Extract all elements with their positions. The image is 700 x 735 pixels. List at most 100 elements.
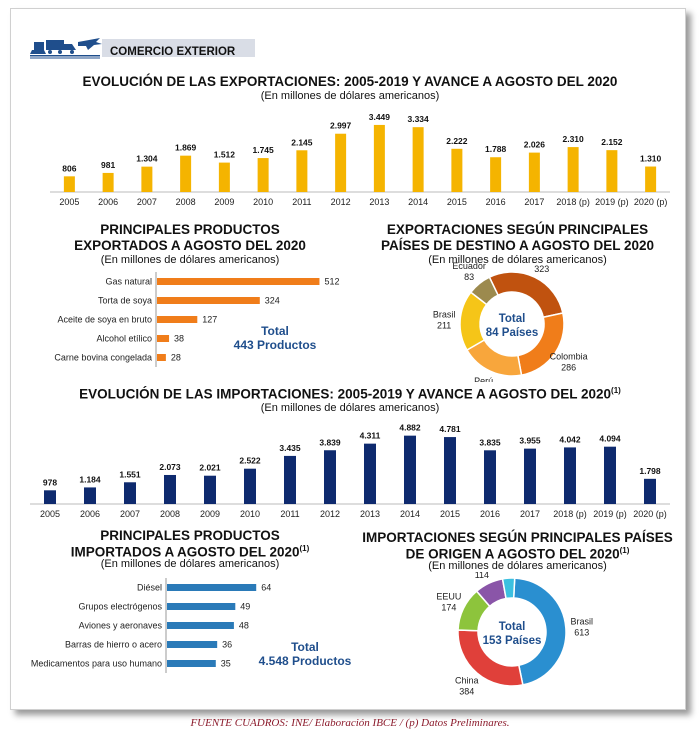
imports-countries-category-label: Brasil bbox=[571, 617, 594, 627]
imports-evolution-category-label: 2008 bbox=[160, 509, 180, 519]
imports-evolution-value-label: 1.798 bbox=[639, 466, 661, 476]
exports-countries-subtitle: (En millones de dólares americanos) bbox=[428, 254, 607, 266]
imports-evolution-value-label: 2.021 bbox=[199, 463, 221, 473]
imports-countries-title-line2: DE ORIGEN A AGOSTO DEL 2020(1) bbox=[355, 546, 680, 562]
imports-evolution-value-label: 4.311 bbox=[360, 431, 381, 441]
imports-evolution-bar bbox=[364, 443, 376, 504]
exports-products-category-label: Alcohol etílico bbox=[96, 334, 152, 344]
exports-countries-center-line2: 84 Países bbox=[486, 327, 538, 339]
imports-evolution-category-label: 2018 (p) bbox=[553, 509, 587, 519]
imports-countries-center-line1: Total bbox=[499, 621, 526, 633]
exports-countries-donut: Argentina323Colombia286Perú220Brasil211E… bbox=[433, 262, 588, 382]
imports-products-bar bbox=[167, 584, 257, 591]
exports-evolution-category-label: 2019 (p) bbox=[595, 197, 629, 207]
exports-evolution-bar bbox=[528, 152, 540, 192]
imports-evolution-value-label: 4.882 bbox=[399, 423, 421, 433]
imports-evolution-value-label: 2.073 bbox=[159, 462, 181, 472]
exports-evolution-category-label: 2005 bbox=[59, 197, 79, 207]
imports-evolution-value-label: 3.955 bbox=[519, 436, 541, 446]
imports-evolution-category-label: 2010 bbox=[240, 509, 260, 519]
exports-evolution-value-label: 3.334 bbox=[407, 114, 429, 124]
imports-countries-value-label: 114 bbox=[475, 572, 489, 580]
exports-products-subtitle: (En millones de dólares americanos) bbox=[100, 254, 280, 266]
exports-countries-value-label: 286 bbox=[561, 363, 576, 373]
imports-evolution-value-label: 3.835 bbox=[479, 437, 501, 447]
imports-products-total-line2: 4.548 Productos bbox=[258, 654, 352, 668]
exports-products-title-line2: EXPORTADOS A AGOSTO DEL 2020 bbox=[74, 238, 306, 253]
imports-evolution-category-label: 2015 bbox=[440, 509, 460, 519]
imports-evolution-category-label: 2017 bbox=[520, 509, 540, 519]
imports-products-bar bbox=[167, 660, 216, 667]
exports-evolution-category-label: 2006 bbox=[98, 197, 118, 207]
exports-products-bar bbox=[157, 278, 320, 285]
exports-products-bar bbox=[157, 297, 260, 304]
imports-countries-center-line2: 153 Países bbox=[483, 635, 542, 647]
imports-products-title-line2: IMPORTADOS A AGOSTO DEL 2020(1) bbox=[40, 544, 340, 560]
exports-evolution-category-label: 2018 (p) bbox=[556, 197, 590, 207]
exports-countries-slice bbox=[469, 276, 500, 306]
exports-countries-title-line2: PAÍSES DE DESTINO A AGOSTO DEL 2020 bbox=[380, 238, 655, 253]
exports-products-value-label: 38 bbox=[174, 334, 184, 344]
exports-products-value-label: 512 bbox=[324, 277, 339, 287]
imports-evolution-bar bbox=[404, 435, 416, 504]
exports-evolution-value-label: 2.222 bbox=[446, 136, 468, 146]
imports-countries-value-label: 48 bbox=[503, 572, 513, 573]
imports-evolution-subtitle: (En millones de dólares americanos) bbox=[260, 402, 440, 414]
exports-evolution-category-label: 2009 bbox=[214, 197, 234, 207]
exports-products-bar bbox=[157, 335, 170, 342]
exports-countries-value-label: 323 bbox=[534, 264, 549, 274]
imports-countries-value-label: 384 bbox=[459, 686, 474, 696]
exports-evolution-category-label: 2012 bbox=[331, 197, 351, 207]
imports-evolution-bar bbox=[44, 490, 56, 504]
imports-evolution-bar bbox=[204, 475, 216, 504]
imports-evolution-category-label: 2014 bbox=[400, 509, 420, 519]
exports-products-bar bbox=[157, 354, 166, 361]
exports-evolution-category-label: 2010 bbox=[253, 197, 273, 207]
exports-countries-category-label: Colombia bbox=[550, 352, 588, 362]
imports-countries-title-line2-text: DE ORIGEN A AGOSTO DEL 2020 bbox=[405, 546, 620, 562]
imports-products-value-label: 35 bbox=[221, 659, 231, 669]
imports-products-bar bbox=[167, 603, 236, 610]
imports-products-category-label: Medicamentos para uso humano bbox=[31, 659, 162, 669]
imports-evolution-value-label: 3.839 bbox=[319, 437, 341, 447]
exports-evolution-title: EVOLUCIÓN DE LAS EXPORTACIONES: 2005-201… bbox=[82, 74, 618, 89]
banner-bar bbox=[102, 39, 255, 57]
exports-products-chart: Gas natural 512 Torta de soya 324 Aceite de … bbox=[54, 272, 339, 367]
imports-products-category-label: Barras de hierro o acero bbox=[65, 640, 162, 650]
imports-evolution-value-label: 4.781 bbox=[439, 424, 461, 434]
imports-products-bar bbox=[167, 622, 234, 629]
exports-evolution-bar bbox=[335, 133, 347, 192]
imports-products-bar bbox=[167, 641, 218, 648]
exports-evolution-value-label: 2.997 bbox=[330, 121, 352, 131]
imports-evolution-category-label: 2012 bbox=[320, 509, 340, 519]
imports-evolution-bar bbox=[564, 447, 576, 504]
exports-evolution-bar bbox=[606, 150, 618, 192]
exports-products-value-label: 324 bbox=[265, 296, 280, 306]
exports-products-title-line1: PRINCIPALES PRODUCTOS bbox=[100, 222, 280, 237]
exports-evolution-value-label: 1.869 bbox=[175, 143, 197, 153]
imports-products-subtitle: (En millones de dólares americanos) bbox=[100, 558, 280, 570]
exports-products-bar bbox=[157, 316, 198, 323]
imports-products-category-label: Diésel bbox=[137, 583, 162, 593]
imports-evolution-value-label: 1.551 bbox=[119, 469, 141, 479]
exports-evolution-category-label: 2020 (p) bbox=[634, 197, 668, 207]
imports-products-title-line2-text: IMPORTADOS A AGOSTO DEL 2020 bbox=[70, 544, 300, 560]
imports-evolution-bar bbox=[244, 468, 256, 504]
imports-evolution-bar bbox=[644, 478, 656, 504]
imports-evolution-bar bbox=[164, 474, 176, 504]
imports-evolution-category-label: 2005 bbox=[40, 509, 60, 519]
imports-products-chart: Diésel 64 Grupos electrógenos 49 Aviones y a… bbox=[31, 578, 271, 673]
imports-evolution-bar bbox=[444, 437, 456, 504]
exports-evolution-value-label: 2.026 bbox=[524, 140, 546, 150]
imports-evolution-bar bbox=[124, 482, 136, 504]
ship-truck-plane-icon bbox=[30, 38, 102, 59]
imports-bar-chart: 978 2005 1.184 2006 1.551 2007 2.073 2008 2.021 2… bbox=[30, 423, 670, 519]
exports-evolution-bar bbox=[102, 172, 114, 192]
imports-evolution-bar bbox=[284, 455, 296, 504]
exports-evolution-bar bbox=[373, 124, 385, 192]
banner bbox=[30, 38, 255, 59]
exports-evolution-bar bbox=[490, 157, 502, 192]
imports-evolution-category-label: 2007 bbox=[120, 509, 140, 519]
exports-evolution-value-label: 1.304 bbox=[136, 154, 158, 164]
exports-evolution-category-label: 2016 bbox=[486, 197, 506, 207]
